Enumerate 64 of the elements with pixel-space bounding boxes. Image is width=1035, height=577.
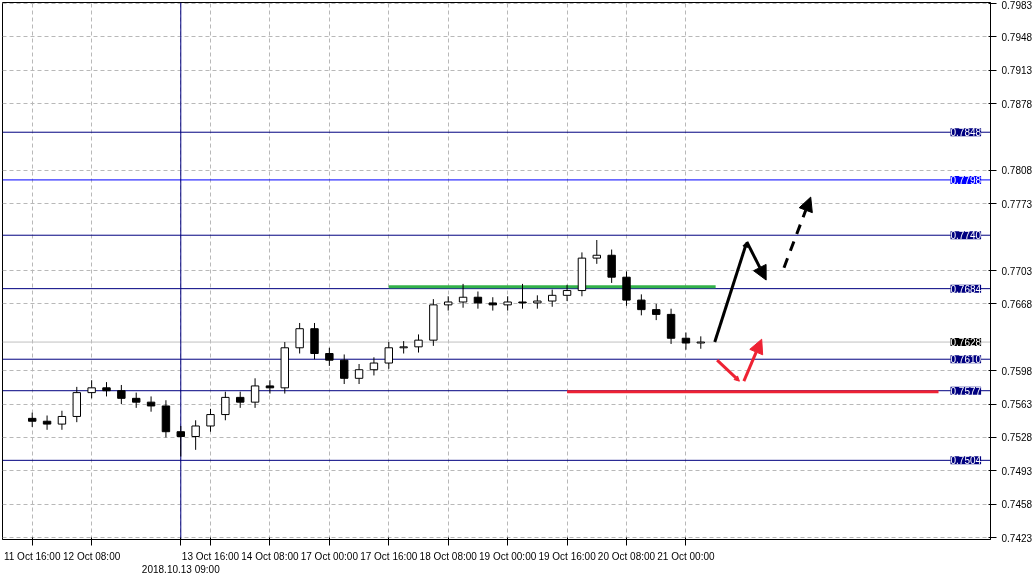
ref-line-label: 0.7684 bbox=[950, 283, 982, 295]
x-tick-label: 21 Oct 00:00 bbox=[657, 550, 715, 562]
candlestick bbox=[369, 356, 379, 376]
candlestick bbox=[637, 293, 646, 316]
candlestick bbox=[354, 363, 364, 385]
x-tick-label: 12 Oct 08:00 bbox=[63, 550, 121, 562]
ref-line-label: 0.7577 bbox=[950, 385, 982, 397]
candlestick bbox=[458, 283, 468, 309]
x-tick-label: 17 Oct 16:00 bbox=[360, 550, 418, 562]
candlestick bbox=[176, 425, 185, 458]
candlestick bbox=[325, 347, 334, 367]
x-tick-label: 13 Oct 16:00 bbox=[181, 550, 240, 562]
candlestick bbox=[473, 291, 483, 310]
x-tick-label: 11 Oct 16:00 bbox=[3, 550, 61, 562]
candlestick bbox=[592, 239, 601, 265]
candlestick bbox=[384, 341, 393, 370]
y-tick-label: 0.7808 bbox=[1001, 165, 1033, 177]
x-tick-label: 2018.10.13 09:00 bbox=[141, 563, 221, 575]
y-tick-label: 0.7563 bbox=[1001, 399, 1033, 411]
candlestick bbox=[414, 333, 423, 354]
x-tick-label: 19 Oct 16:00 bbox=[538, 550, 597, 562]
candlestick bbox=[622, 270, 631, 307]
y-tick-label: 0.7528 bbox=[1001, 432, 1033, 444]
ref-line-label: 0.7848 bbox=[950, 127, 982, 139]
ref-line-label: 0.7628 bbox=[950, 337, 982, 349]
candlestick bbox=[206, 408, 215, 433]
candlestick bbox=[607, 249, 616, 284]
x-tick-label: 18 Oct 08:00 bbox=[419, 550, 478, 562]
candlestick bbox=[666, 308, 676, 345]
candlestick bbox=[72, 386, 81, 423]
y-tick-label: 0.7668 bbox=[1001, 298, 1033, 310]
ref-line-label: 0.7740 bbox=[950, 230, 982, 242]
candlestick bbox=[518, 283, 527, 310]
candlestick bbox=[87, 379, 96, 399]
y-tick-label: 0.7948 bbox=[1001, 31, 1033, 43]
candlestick bbox=[399, 340, 408, 355]
ref-line-label: 0.7504 bbox=[950, 455, 982, 467]
candlestick bbox=[250, 377, 260, 409]
candlestick bbox=[117, 384, 126, 405]
ref-line-label: 0.7610 bbox=[950, 354, 982, 366]
y-tick-label: 0.7423 bbox=[1001, 532, 1033, 544]
x-tick-label: 14 Oct 08:00 bbox=[241, 550, 299, 562]
y-tick-label: 0.7773 bbox=[1001, 198, 1033, 210]
y-tick-label: 0.7598 bbox=[1001, 365, 1033, 377]
x-tick-label: 19 Oct 00:00 bbox=[479, 550, 537, 562]
candlestick bbox=[265, 379, 275, 395]
candlestick bbox=[562, 284, 572, 302]
y-tick-label: 0.7493 bbox=[1001, 465, 1033, 477]
candlestick bbox=[42, 415, 52, 431]
candlestick bbox=[295, 322, 304, 355]
candlestick bbox=[146, 395, 156, 413]
y-tick-label: 0.7703 bbox=[1001, 265, 1033, 277]
candlestick bbox=[681, 332, 691, 351]
x-tick-label: 17 Oct 00:00 bbox=[300, 550, 359, 562]
ref-line-label: 0.7798 bbox=[950, 174, 982, 186]
candlestick bbox=[191, 419, 200, 451]
y-tick-label: 0.7983 bbox=[1001, 0, 1033, 11]
y-tick-label: 0.7878 bbox=[1001, 98, 1033, 110]
y-tick-label: 0.7913 bbox=[1001, 65, 1033, 77]
candlestick bbox=[340, 353, 349, 385]
candlestick bbox=[57, 410, 67, 431]
candlestick bbox=[221, 391, 230, 421]
x-tick-label: 20 Oct 08:00 bbox=[597, 550, 656, 562]
y-tick-label: 0.7458 bbox=[1001, 499, 1033, 511]
